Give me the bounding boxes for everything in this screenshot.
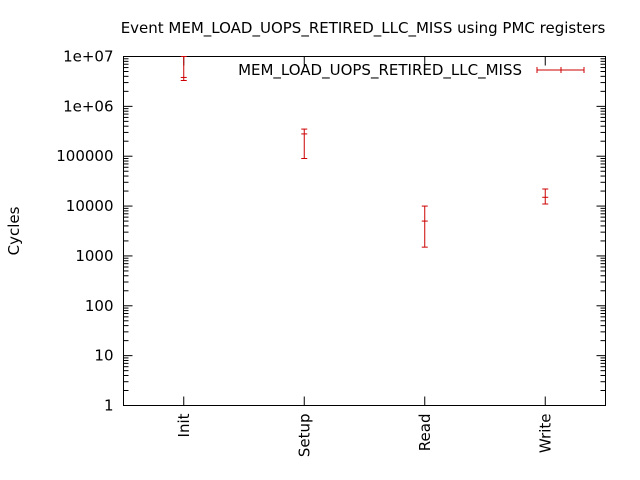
x-tick-label: Write bbox=[536, 414, 554, 454]
chart-title: Event MEM_LOAD_UOPS_RETIRED_LLC_MISS usi… bbox=[121, 19, 606, 38]
error-bar-setup bbox=[301, 128, 308, 159]
y-tick-label: 1e+07 bbox=[63, 48, 113, 66]
x-tick-label: Init bbox=[175, 413, 193, 437]
error-bar-read bbox=[421, 205, 428, 248]
y-tick-label: 1e+06 bbox=[63, 97, 113, 115]
x-tick-label: Setup bbox=[295, 414, 313, 458]
x-tick-label: Read bbox=[416, 414, 434, 452]
y-tick-label: 1000 bbox=[75, 247, 113, 265]
y-axis-label: Cycles bbox=[5, 206, 23, 255]
series-layer bbox=[180, 56, 549, 248]
y-tick-label: 10 bbox=[94, 347, 113, 365]
y-tick-label: 1 bbox=[104, 397, 114, 415]
legend-sample bbox=[536, 67, 585, 73]
error-bar-init bbox=[180, 56, 187, 82]
x-axis: Init Setup Read Write bbox=[175, 56, 554, 458]
y-tick-label: 100000 bbox=[56, 147, 113, 165]
plot-frame bbox=[123, 56, 606, 406]
y-tick-label: 100 bbox=[85, 297, 114, 315]
error-bar-write bbox=[542, 188, 549, 205]
y-axis: 1 10 100 1000 10000 100000 1e+06 1e+07 bbox=[56, 48, 606, 415]
legend: MEM_LOAD_UOPS_RETIRED_LLC_MISS bbox=[238, 61, 585, 80]
y-tick-label: 10000 bbox=[66, 197, 114, 215]
legend-label: MEM_LOAD_UOPS_RETIRED_LLC_MISS bbox=[238, 61, 522, 80]
